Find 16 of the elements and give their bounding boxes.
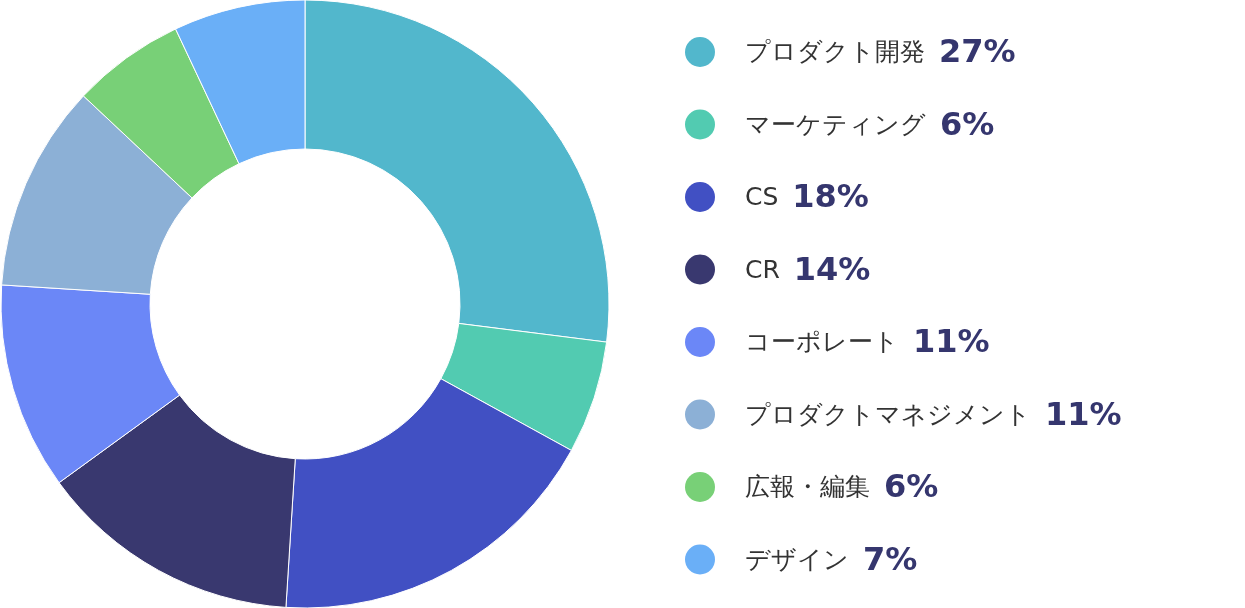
data-label: 6% [940, 104, 995, 143]
legend-label: CR [745, 254, 780, 284]
legend-label: CS [745, 182, 779, 211]
legend-label: デザイン [745, 544, 849, 574]
data-label: 11% [913, 322, 990, 360]
data-label: 18% [792, 177, 869, 215]
data-label: 11% [1045, 394, 1122, 433]
legend-label: マーケティング [745, 109, 926, 139]
data-label: 6% [884, 467, 939, 505]
legend-label: プロダクト開発 [745, 37, 925, 66]
data-label: 7% [863, 539, 918, 578]
legend-label: 広報・編集 [745, 472, 870, 501]
data-label: 14% [793, 249, 871, 288]
legend-label: プロダクトマネジメント [745, 399, 1031, 429]
legend-label: コーポレート [745, 327, 899, 356]
data-label: 27% [939, 32, 1016, 70]
